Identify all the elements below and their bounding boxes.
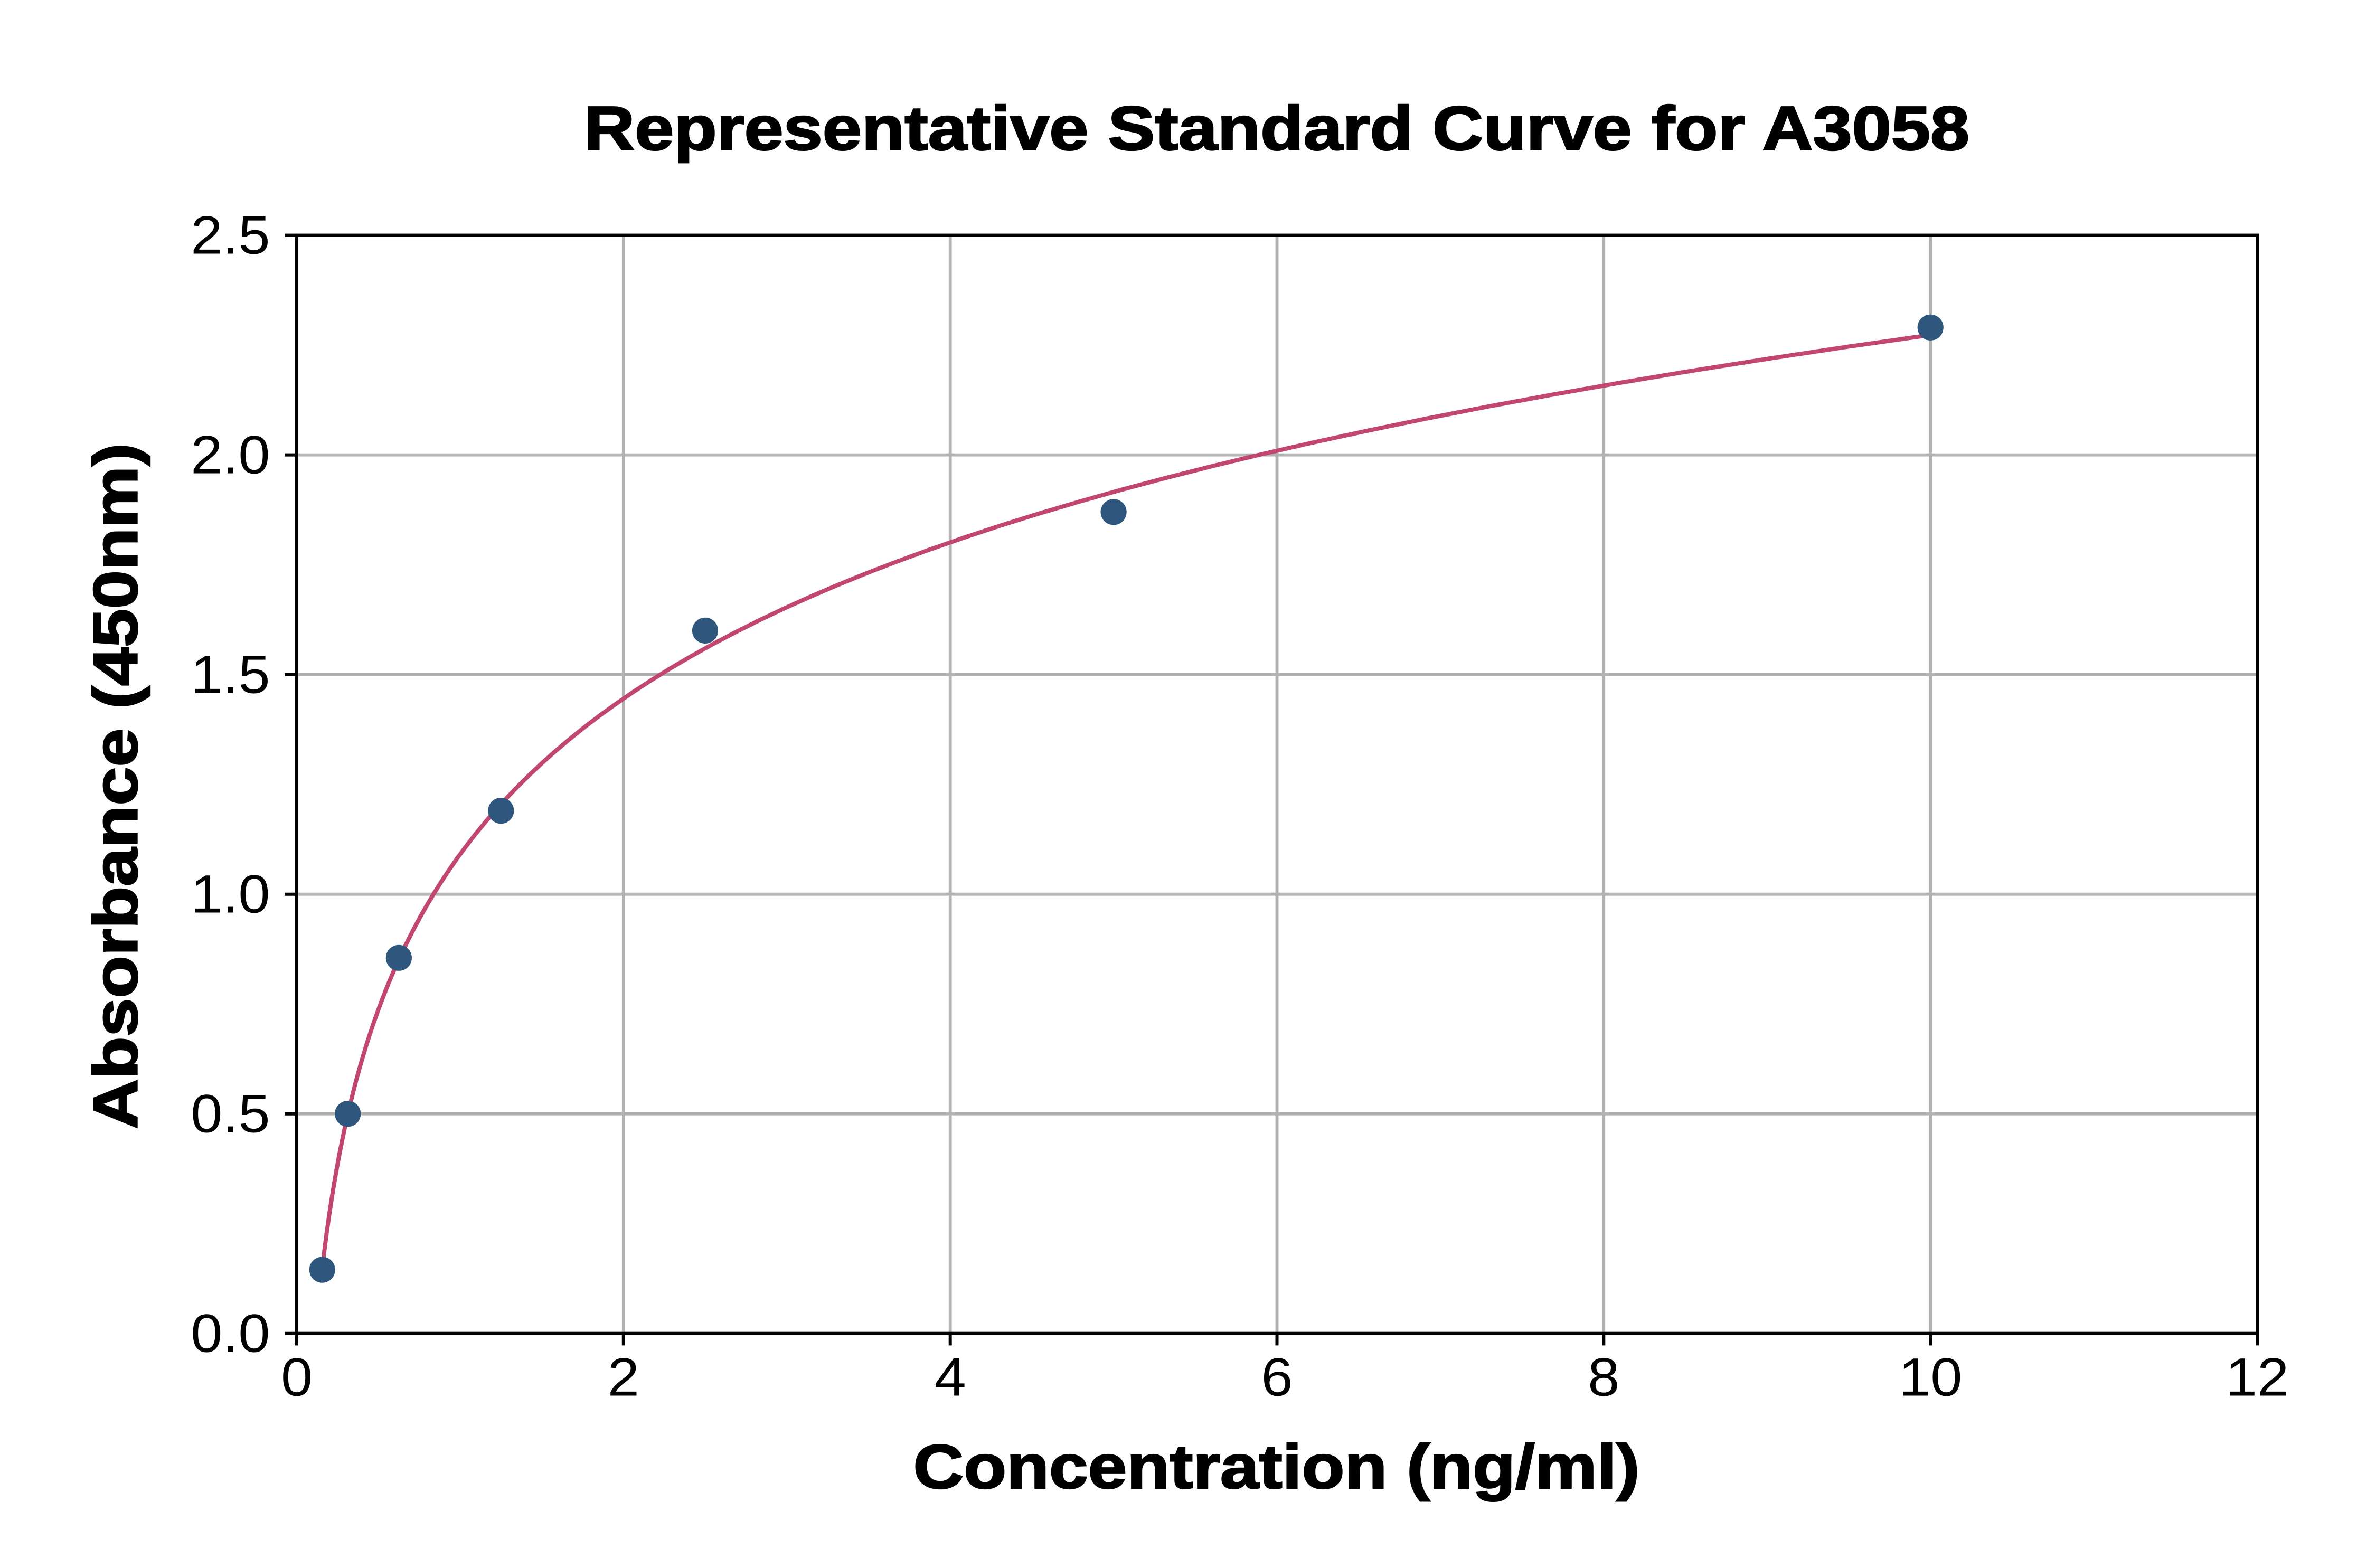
svg-text:1.5: 1.5: [191, 645, 270, 705]
svg-text:Representative Standard Curve: Representative Standard Curve for A3058: [584, 93, 1969, 163]
svg-text:Concentration (ng/ml): Concentration (ng/ml): [913, 1431, 1640, 1501]
svg-text:0: 0: [281, 1347, 313, 1408]
svg-text:0.5: 0.5: [191, 1084, 270, 1144]
svg-text:2.0: 2.0: [191, 425, 270, 485]
svg-text:Absorbance (450nm): Absorbance (450nm): [81, 443, 150, 1129]
svg-text:12: 12: [2226, 1347, 2289, 1408]
svg-text:2: 2: [608, 1347, 639, 1408]
svg-text:0.0: 0.0: [191, 1303, 270, 1364]
svg-text:10: 10: [1899, 1347, 1962, 1408]
svg-text:1.0: 1.0: [191, 864, 270, 924]
svg-text:8: 8: [1588, 1347, 1619, 1408]
svg-text:2.5: 2.5: [191, 205, 270, 266]
svg-text:4: 4: [935, 1347, 966, 1408]
svg-text:6: 6: [1261, 1347, 1293, 1408]
